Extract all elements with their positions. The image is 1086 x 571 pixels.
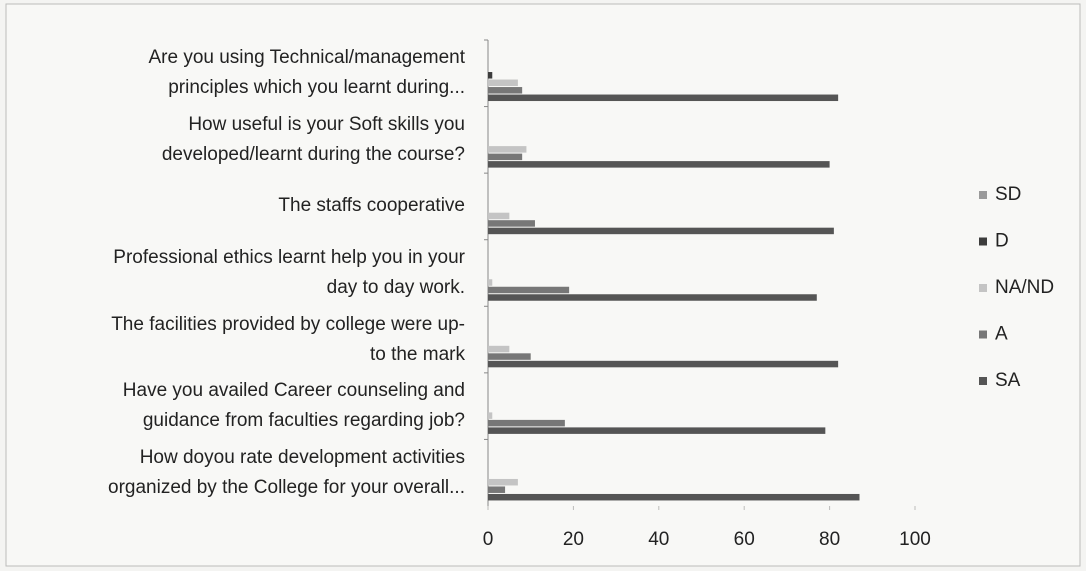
bar: [488, 360, 839, 368]
bar: [488, 212, 510, 220]
y-tick-label: Professional ethics learnt help you in y…: [113, 246, 465, 298]
bar: [488, 493, 860, 501]
legend-label: SA: [995, 370, 1021, 391]
x-tick-label: 100: [899, 529, 931, 550]
bar: [488, 220, 535, 227]
legend-label: SD: [995, 184, 1021, 205]
bar: [488, 72, 493, 79]
bar: [488, 153, 523, 161]
bar: [488, 486, 506, 493]
bar: [488, 227, 834, 235]
bar: [488, 146, 527, 153]
bar: [488, 87, 523, 94]
bar: [488, 412, 493, 419]
x-tick-label: 80: [819, 529, 840, 550]
legend-label: NA/ND: [995, 277, 1054, 298]
x-tick-label: 60: [734, 529, 755, 550]
category-label-box: The staffs cooperative: [278, 195, 465, 217]
bar: [488, 345, 510, 353]
legend-swatch: [979, 284, 987, 292]
category-label-box: Have you availed Career counseling and g…: [122, 380, 465, 432]
y-tick-label: The staffs cooperative: [278, 195, 465, 217]
legend-label: D: [995, 231, 1009, 252]
legend-swatch: [979, 237, 987, 246]
legend-swatch: [979, 377, 987, 385]
bar: [488, 294, 817, 301]
category-label-box: Are you using Technical/management princ…: [148, 47, 465, 99]
x-tick-label: 40: [648, 529, 669, 550]
x-tick-label: 0: [483, 529, 494, 550]
bar: [488, 79, 518, 87]
bar: [488, 353, 531, 360]
bar: [488, 161, 830, 168]
category-label-box: The facilities provided by college were …: [111, 313, 465, 365]
legend-swatch: [979, 330, 987, 339]
legend-swatch: [979, 191, 987, 199]
x-tick-label: 20: [563, 529, 584, 550]
bar: [488, 279, 493, 286]
bar: [488, 94, 839, 102]
legend-label: A: [995, 324, 1008, 345]
y-tick-label: Are you using Technical/management princ…: [148, 47, 465, 99]
category-label-box: How doyou rate development activities or…: [108, 446, 465, 498]
category-label-box: Professional ethics learnt help you in y…: [113, 246, 465, 298]
y-tick-label: The facilities provided by college were …: [111, 313, 465, 365]
bar: [488, 286, 570, 294]
bar: [488, 419, 565, 427]
y-tick-label: Have you availed Career counseling and g…: [122, 380, 465, 432]
bar: [488, 478, 518, 486]
category-label-box: How useful is your Soft skills you devel…: [161, 113, 465, 165]
bar: [488, 427, 826, 434]
y-tick-label: How doyou rate development activities or…: [108, 446, 465, 498]
y-tick-label: How useful is your Soft skills you devel…: [161, 113, 465, 165]
